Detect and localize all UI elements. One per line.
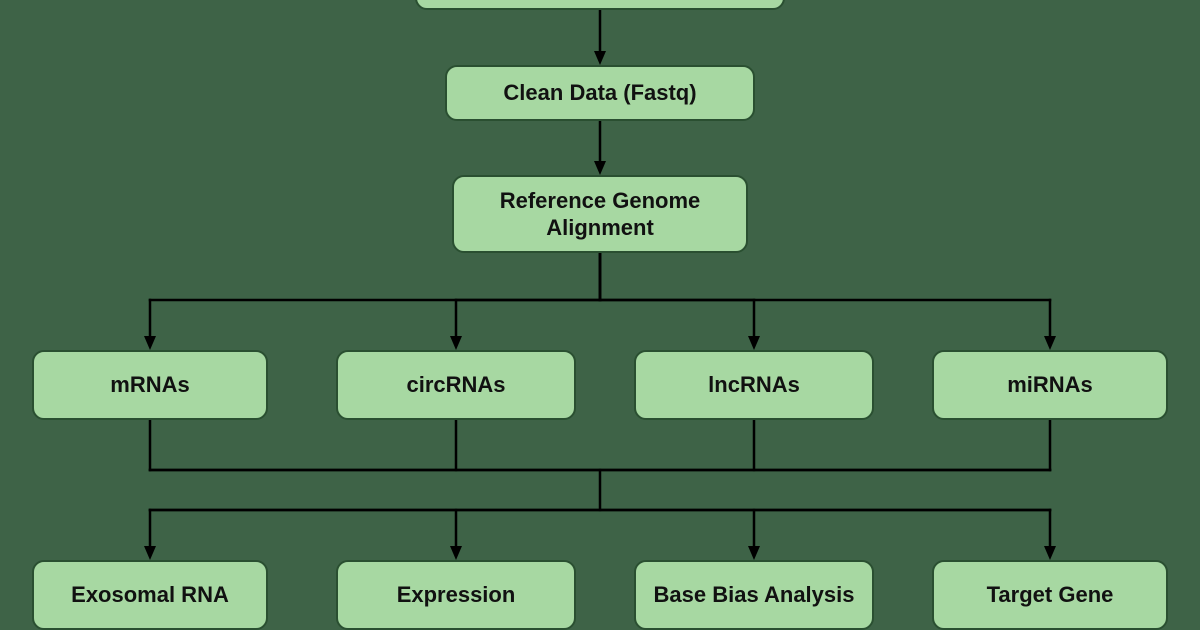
flowchart-node-target: Target Gene [932, 560, 1168, 630]
flowchart-node-ref: Reference Genome Alignment [452, 175, 748, 253]
flowchart-node-exosomal: Exosomal RNA [32, 560, 268, 630]
flowchart-node-clean: Clean Data (Fastq) [445, 65, 755, 121]
flowchart-node-expression: Expression [336, 560, 576, 630]
flowchart-node-mirna: miRNAs [932, 350, 1168, 420]
flowchart-node-circrna: circRNAs [336, 350, 576, 420]
flowchart-node-top [415, 0, 785, 10]
flowchart-node-lncrna: lncRNAs [634, 350, 874, 420]
flowchart-node-basebias: Base Bias Analysis [634, 560, 874, 630]
flowchart-node-mrna: mRNAs [32, 350, 268, 420]
